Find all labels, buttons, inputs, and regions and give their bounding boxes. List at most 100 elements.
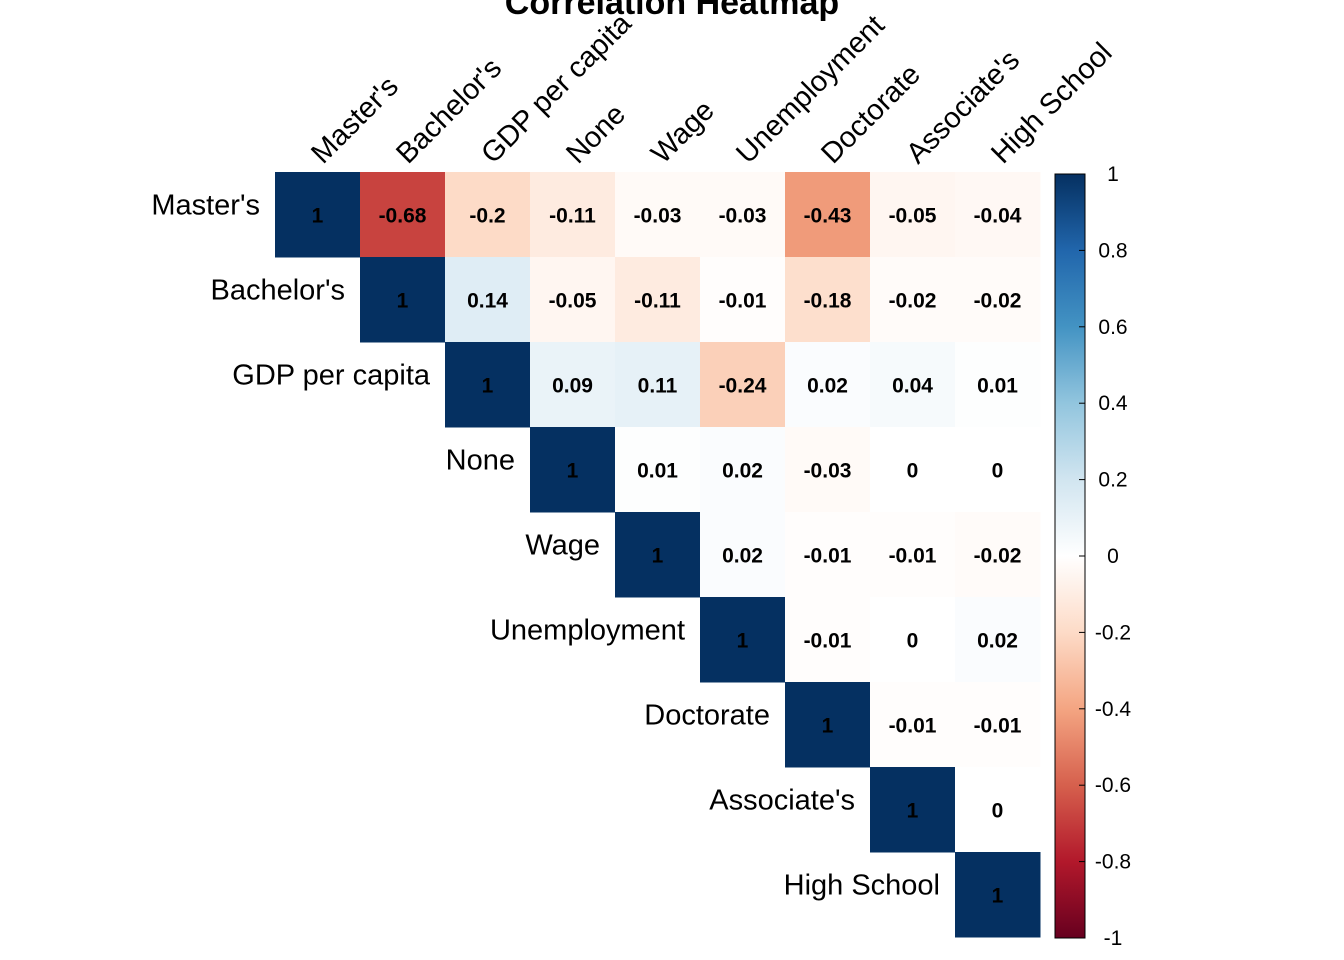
colorbar-tick-label: 0 [1107, 545, 1119, 568]
cell-value-label: 0.14 [467, 290, 508, 313]
cell-value-label: 0.11 [638, 375, 678, 398]
colorbar-tick-label: -0.4 [1095, 698, 1132, 721]
heatmap-cell [870, 512, 956, 598]
heatmap-cell [955, 852, 1041, 938]
cell-value-label: -0.18 [804, 290, 852, 313]
heatmap-cell [700, 427, 786, 513]
heatmap-cell [955, 682, 1041, 768]
cell-value-label: 1 [397, 290, 409, 313]
heatmap-cell [445, 342, 531, 428]
cell-value-label: 0.01 [637, 460, 678, 483]
heatmap-cell [785, 682, 871, 768]
heatmap-cell [870, 682, 956, 768]
cell-value-label: -0.02 [889, 290, 937, 313]
cell-value-label: 1 [652, 545, 664, 568]
cell-value-label: -0.01 [889, 715, 937, 738]
cell-value-label: -0.02 [974, 545, 1022, 568]
heatmap-cell [955, 767, 1041, 853]
colorbar-tick-label: 0.8 [1098, 239, 1127, 262]
cell-value-label: 0.01 [977, 375, 1018, 398]
row-label: Doctorate [644, 700, 770, 732]
row-label: High School [784, 870, 940, 902]
cell-value-label: -0.2 [469, 205, 505, 228]
row-labels: Master's Bachelor's GDP per capita None Wage… [151, 190, 940, 902]
cell-value-label: 1 [822, 715, 834, 738]
cell-value-label: -0.01 [804, 630, 852, 653]
cell-value-label: 0.02 [977, 630, 1018, 653]
heatmap-cell [785, 257, 871, 343]
cell-value-label: -0.01 [889, 545, 937, 568]
chart-title: Correlation Heatmap [505, 0, 839, 22]
colorbar-tick-label: -0.8 [1095, 851, 1131, 874]
heatmap-cell [955, 597, 1041, 683]
heatmap-cell [700, 257, 786, 343]
heatmap-cell [870, 767, 956, 853]
heatmap-cell [445, 257, 531, 343]
cell-value-label: 0 [992, 460, 1004, 483]
cell-value-label: -0.04 [974, 205, 1022, 228]
heatmap-cell [615, 172, 701, 258]
cell-value-label: -0.05 [549, 290, 597, 313]
colorbar: 1 0.8 0.6 0.4 0.2 0 -0.2 -0.4 -0.6 -0.8 -1 [1054, 163, 1132, 950]
heatmap-cell [530, 427, 616, 513]
row-label: Wage [525, 530, 600, 562]
heatmap-cell [955, 512, 1041, 598]
cell-value-label: -0.03 [804, 460, 852, 483]
heatmap-cell [700, 512, 786, 598]
cell-value-label: -0.03 [719, 205, 767, 228]
cell-value-label: -0.24 [719, 375, 767, 398]
cell-value-label: -0.01 [719, 290, 767, 313]
heatmap-cell [785, 512, 871, 598]
colorbar-tick-label: -0.6 [1095, 774, 1131, 797]
row-label: Unemployment [490, 615, 685, 647]
colorbar-tick-label: 0.2 [1098, 469, 1127, 492]
cell-value-label: 0.09 [552, 375, 593, 398]
heatmap-cell [700, 172, 786, 258]
row-label: None [446, 445, 515, 477]
row-label: GDP per capita [232, 360, 431, 392]
heatmap-cell [785, 172, 871, 258]
cell-value-label: -0.05 [889, 205, 937, 228]
column-label: GDP per capita [475, 7, 638, 170]
cell-value-label: -0.01 [974, 715, 1022, 738]
cell-value-label: -0.02 [974, 290, 1022, 313]
heatmap-cell [955, 172, 1041, 258]
cell-value-label: 0.02 [722, 460, 763, 483]
heatmap-cell [785, 597, 871, 683]
heatmap-cell [955, 427, 1041, 513]
heatmap-cell [870, 342, 956, 428]
column-label: None [560, 98, 632, 170]
heatmap-cell [870, 427, 956, 513]
cell-value-label: 0.02 [722, 545, 763, 568]
heatmap-cell [870, 257, 956, 343]
heatmap-cell [530, 172, 616, 258]
heatmap-cell [955, 257, 1041, 343]
heatmap-cell [615, 257, 701, 343]
cell-value-label: 1 [907, 800, 919, 823]
cell-value-label: 0 [992, 800, 1004, 823]
cell-value-label: 0 [907, 460, 919, 483]
heatmap-cell [530, 257, 616, 343]
cell-value-label: -0.11 [549, 205, 596, 228]
cell-value-label: -0.01 [804, 545, 852, 568]
cell-value-label: 1 [312, 205, 324, 228]
heatmap-cell [445, 172, 531, 258]
heatmap-cell [615, 342, 701, 428]
cell-value-label: -0.68 [379, 205, 427, 228]
cell-value-label: 0.04 [892, 375, 933, 398]
heatmap-cell [275, 172, 361, 258]
cell-value-label: -0.03 [634, 205, 682, 228]
cell-value-label: 1 [992, 885, 1004, 908]
cell-value-label: 1 [567, 460, 579, 483]
heatmap-cell [530, 342, 616, 428]
heatmap-cell [360, 257, 446, 343]
heatmap-cell [700, 597, 786, 683]
heatmap-cell [360, 172, 446, 258]
row-label: Master's [151, 190, 260, 222]
colorbar-tick-label: -1 [1104, 927, 1123, 950]
colorbar-tick-label: 1 [1107, 163, 1119, 186]
heatmap-cell [870, 597, 956, 683]
column-label: Wage [645, 95, 720, 170]
